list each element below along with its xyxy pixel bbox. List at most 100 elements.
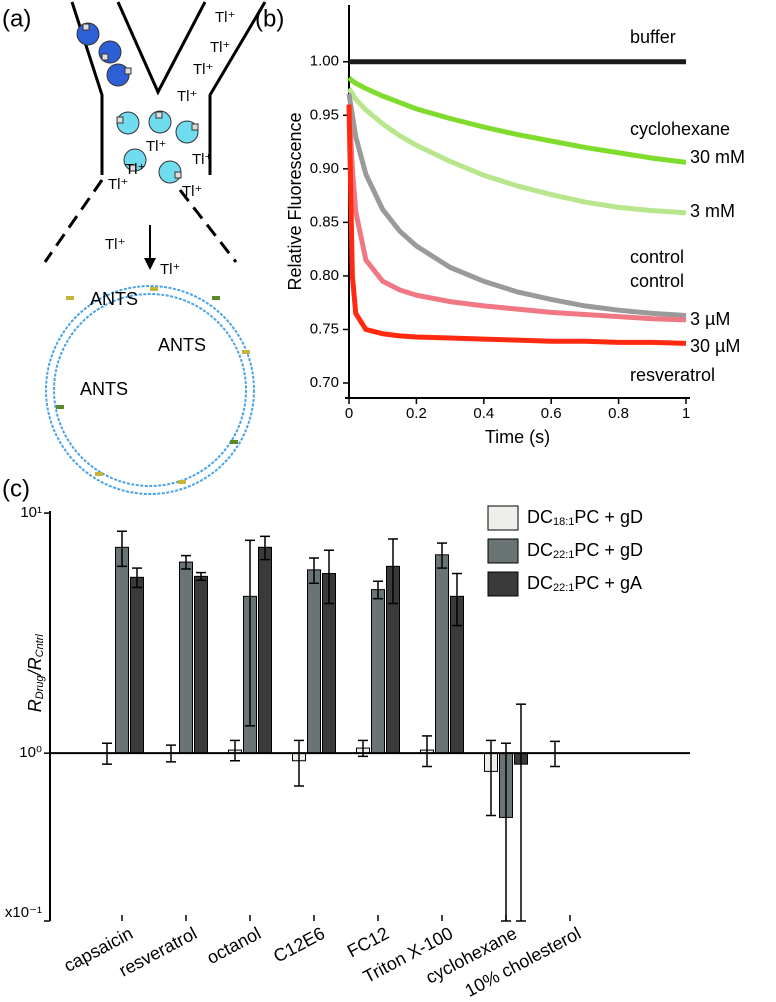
- bar: [130, 576, 144, 754]
- zoom-line: [178, 189, 238, 263]
- dye-label: ANTS: [158, 335, 206, 355]
- zoom-line: [43, 179, 104, 263]
- y-tick-label: 0.90: [310, 160, 339, 177]
- annotation: resveratrol: [630, 365, 715, 385]
- channel: [212, 296, 220, 300]
- bar: [115, 546, 129, 754]
- x-tick-label: 0.8: [608, 405, 629, 422]
- y-tick-label: 0.85: [310, 213, 339, 230]
- legend-label: DC22:1PC + gA: [527, 573, 642, 594]
- label-tag: [174, 171, 182, 179]
- ion-label: Tl⁺: [192, 151, 212, 168]
- series-line: [346, 104, 687, 346]
- channel: [95, 472, 103, 476]
- membrane: [45, 285, 255, 495]
- legend-label: DC18:1PC + gD: [527, 507, 643, 528]
- x-tick-label: 0.4: [473, 405, 494, 422]
- error-bar: [132, 567, 142, 589]
- x-tick-label: C12E6: [270, 923, 328, 967]
- y-tick-label: 10¹: [20, 504, 42, 521]
- series-line: [346, 87, 687, 216]
- error-bar: [516, 703, 526, 922]
- error-bar: [373, 580, 383, 600]
- series-line: [346, 93, 687, 319]
- error-bar: [422, 735, 432, 768]
- channel-wall: [116, 1, 207, 96]
- series-line: [346, 104, 687, 323]
- channel: [178, 480, 186, 484]
- channel: [66, 296, 74, 300]
- molecule: [106, 63, 130, 87]
- y-tick-label: 0.95: [310, 106, 339, 123]
- dye-label: ANTS: [80, 379, 128, 399]
- x-tick-label: 0: [345, 405, 353, 422]
- ion-label: Tl⁺: [146, 138, 166, 155]
- ion-label: Tl⁺: [177, 88, 197, 105]
- label-tag: [101, 53, 109, 61]
- legend-swatch: [487, 538, 519, 564]
- error-bar: [437, 542, 447, 569]
- series-label: buffer: [630, 27, 676, 47]
- molecules: [76, 22, 199, 184]
- channel: [242, 350, 250, 354]
- bar: [258, 546, 272, 754]
- ion-label: Tl⁺: [160, 261, 180, 278]
- series-line: [347, 76, 687, 165]
- y-axis-label: Relative Fluorescence: [285, 112, 305, 290]
- dye-label: ANTS: [90, 289, 138, 309]
- annotation: control: [630, 247, 684, 267]
- ion-label: Tl⁺: [182, 183, 202, 200]
- label-tag: [129, 164, 137, 172]
- legend-swatch: [487, 571, 519, 597]
- error-bar: [388, 538, 398, 605]
- ion-label: Tl⁺: [108, 176, 128, 193]
- error-bar: [230, 739, 240, 762]
- ion-label: Tl⁺: [215, 9, 235, 26]
- bar: [371, 589, 385, 754]
- label-tag: [191, 123, 199, 131]
- arrow-head: [144, 258, 156, 270]
- label-tag: [124, 67, 132, 75]
- y-tick-label: 1.00: [310, 53, 339, 70]
- vesicle: [45, 285, 255, 495]
- legend-label: DC22:1PC + gD: [527, 540, 643, 561]
- annotation: cyclohexane: [630, 119, 730, 139]
- label-tag: [82, 23, 90, 31]
- legend-swatch: [487, 505, 519, 531]
- y-tick-label: 10⁰: [19, 744, 42, 761]
- y-tick-label: 0.75: [310, 320, 339, 337]
- error-bar: [245, 539, 255, 727]
- ion-label: Tl⁺: [210, 39, 230, 56]
- label-tag: [116, 116, 124, 124]
- x-tick-label: octanol: [203, 923, 264, 968]
- bar: [307, 569, 321, 754]
- bar: [435, 554, 449, 754]
- molecule: [148, 110, 172, 134]
- channel-wall: [208, 1, 267, 175]
- y-tick-label: 0.80: [310, 267, 339, 284]
- x-tick-label: 0.6: [541, 405, 562, 422]
- error-bar: [486, 739, 496, 817]
- x-axis-label: Time (s): [485, 427, 550, 447]
- error-bar: [260, 535, 270, 561]
- diagram-labels: Tl⁺ Tl⁺ Tl⁺ Tl⁺ Tl⁺ Tl⁺ Tl⁺ Tl⁺ Tl⁺ Tl⁺ …: [80, 9, 235, 399]
- channel: [150, 287, 158, 291]
- series-label: control: [630, 271, 684, 291]
- label-tag: [155, 111, 163, 119]
- series-label: 3 mM: [690, 201, 735, 221]
- channel: [230, 440, 238, 444]
- y-tick-label: 2 x10⁻¹: [0, 904, 42, 921]
- series-label: 30 mM: [690, 147, 745, 167]
- series-label: 30 µM: [690, 336, 740, 356]
- error-bar: [324, 549, 334, 605]
- x-tick-label: 0.2: [406, 405, 427, 422]
- error-bar: [452, 572, 462, 627]
- channels: [56, 287, 250, 484]
- panel-label: (c): [2, 475, 30, 502]
- bar: [194, 575, 208, 754]
- error-bar: [181, 554, 191, 570]
- bar: [179, 561, 193, 754]
- x-tick-label: 1: [682, 405, 690, 422]
- y-axis-label: RDrug/RCntrl: [25, 634, 46, 713]
- panel-label: (a): [2, 5, 31, 32]
